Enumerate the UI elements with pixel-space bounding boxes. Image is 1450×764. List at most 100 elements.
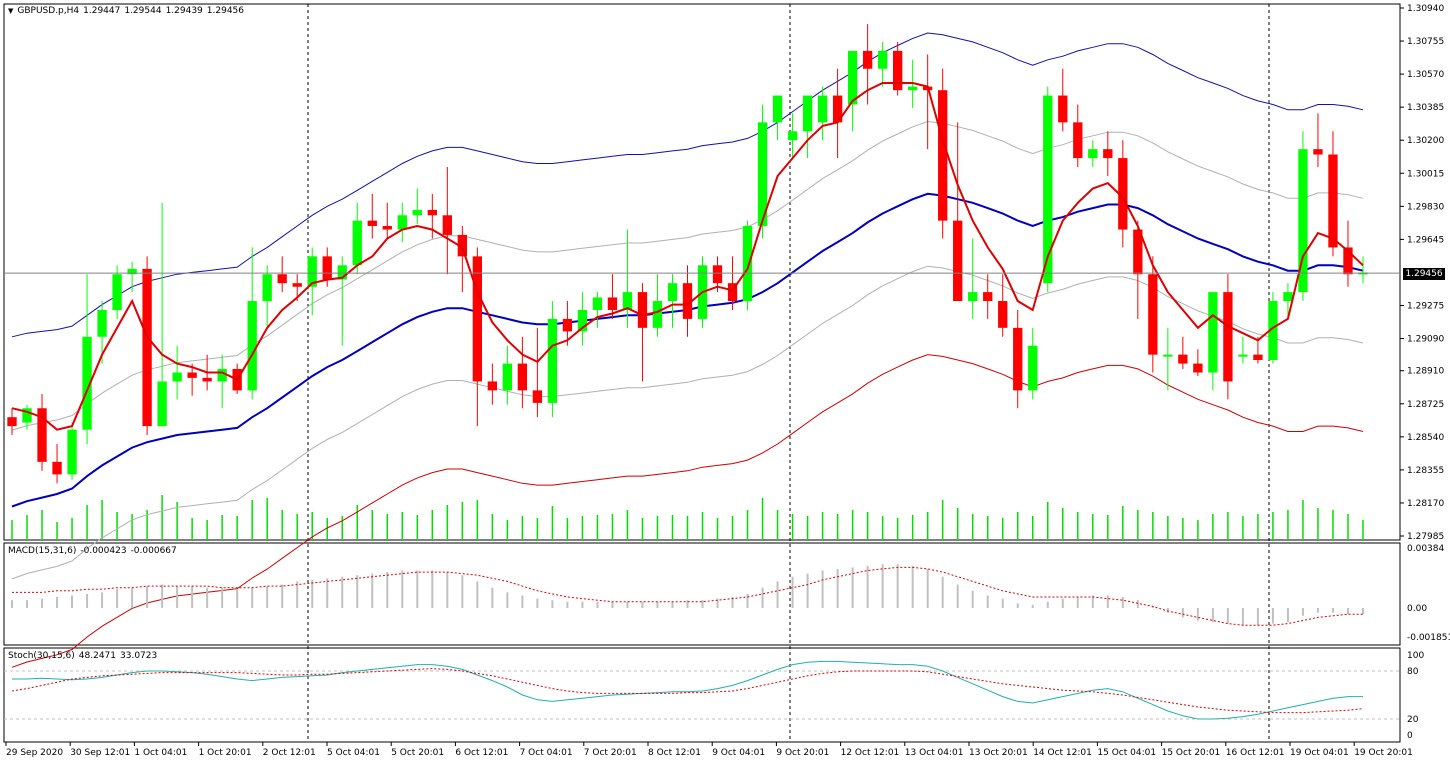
candle-body [67,429,77,475]
candle[interactable] [217,354,227,409]
candle-body [382,225,392,230]
candle[interactable] [457,225,467,293]
candle[interactable] [7,408,17,436]
candle[interactable] [472,247,482,427]
candle[interactable] [682,265,693,337]
candle[interactable] [607,274,618,319]
stoch-main-line [12,660,1363,720]
candle[interactable] [1343,220,1353,287]
candle[interactable] [442,167,452,275]
candle[interactable] [82,274,92,444]
candle[interactable] [1313,113,1323,168]
candle[interactable] [1148,256,1158,373]
candle[interactable] [427,193,437,239]
candle-body [622,292,633,310]
candle-body [877,50,888,69]
time-tick-label: 7 Oct 04:01 [520,748,573,758]
candle[interactable] [953,122,963,302]
candle[interactable] [1118,140,1128,248]
candle[interactable] [412,188,422,225]
candle[interactable] [52,443,62,484]
candle[interactable] [517,336,528,409]
candle[interactable] [157,202,167,427]
candle[interactable] [622,229,633,328]
candle[interactable] [637,283,648,382]
candle[interactable] [22,404,32,430]
candle[interactable] [532,327,543,418]
candle[interactable] [397,202,407,243]
candle[interactable] [938,68,948,239]
price-tick-label: 1.29275 [1407,302,1444,312]
candle[interactable] [1043,86,1053,293]
stoch-tick-label: 20 [1407,715,1419,725]
candle[interactable] [652,274,663,337]
candle[interactable] [502,345,513,405]
time-tick-label: 9 Oct 04:01 [712,748,765,758]
candle-body [307,256,317,287]
price-tick-label: 1.28540 [1407,433,1444,443]
stoch-tick-label: 80 [1407,667,1419,677]
candle[interactable] [547,301,558,418]
candle[interactable] [968,238,978,319]
candle[interactable] [983,274,993,319]
candle[interactable] [1103,131,1113,176]
symbol-header[interactable]: ▼ GBPUSD.p,H4 1.29447 1.29544 1.29439 1.29456 [8,6,248,16]
candle[interactable] [772,95,783,141]
candle[interactable] [1088,140,1098,168]
candle[interactable] [1073,104,1083,168]
candle[interactable] [592,292,603,328]
candle[interactable] [352,202,362,275]
candle[interactable] [382,202,392,239]
candle[interactable] [667,274,678,328]
candle[interactable] [487,363,498,405]
candle[interactable] [817,86,828,141]
candle[interactable] [1328,131,1338,257]
candle[interactable] [187,363,197,396]
candle[interactable] [577,292,588,346]
candle[interactable] [277,256,287,293]
candle[interactable] [787,113,798,159]
candle[interactable] [892,41,903,96]
candle-body [247,301,257,391]
candle[interactable] [127,261,137,293]
candle[interactable] [307,247,317,316]
candle[interactable] [847,50,858,132]
candle[interactable] [1208,292,1218,391]
stoch-label: Stoch(30,15,6) [8,651,75,661]
candle[interactable] [1193,349,1203,377]
candle[interactable] [802,95,813,159]
candle[interactable] [727,256,738,310]
open-value: 1.29447 [83,6,121,16]
time-tick-label: 29 Sep 2020 [6,748,63,758]
candle[interactable] [998,274,1008,337]
candle[interactable] [67,422,77,480]
candle[interactable] [367,193,377,239]
candle[interactable] [262,265,272,328]
candle[interactable] [757,104,768,239]
candle[interactable] [142,256,152,436]
price-tick-label: 1.29830 [1407,202,1444,212]
candle-body [97,309,107,337]
candle[interactable] [1058,68,1068,132]
candle[interactable] [562,301,573,346]
candle[interactable] [1163,327,1173,391]
candle[interactable] [172,345,182,400]
candle[interactable] [832,68,843,159]
candle[interactable] [337,256,347,346]
candle[interactable] [1178,336,1188,369]
candle[interactable] [1028,327,1038,400]
candle[interactable] [37,393,47,471]
candle[interactable] [1223,274,1233,400]
collapse-triangle-icon[interactable]: ▼ [8,7,14,15]
candle[interactable] [1283,283,1293,319]
candle-body [412,209,422,216]
candle[interactable] [1133,220,1143,319]
candle[interactable] [877,41,888,87]
candle[interactable] [1238,336,1248,364]
candle[interactable] [247,247,257,400]
candle[interactable] [1298,131,1308,302]
candle[interactable] [1013,309,1023,409]
candle[interactable] [112,265,122,319]
candle[interactable] [742,220,753,310]
